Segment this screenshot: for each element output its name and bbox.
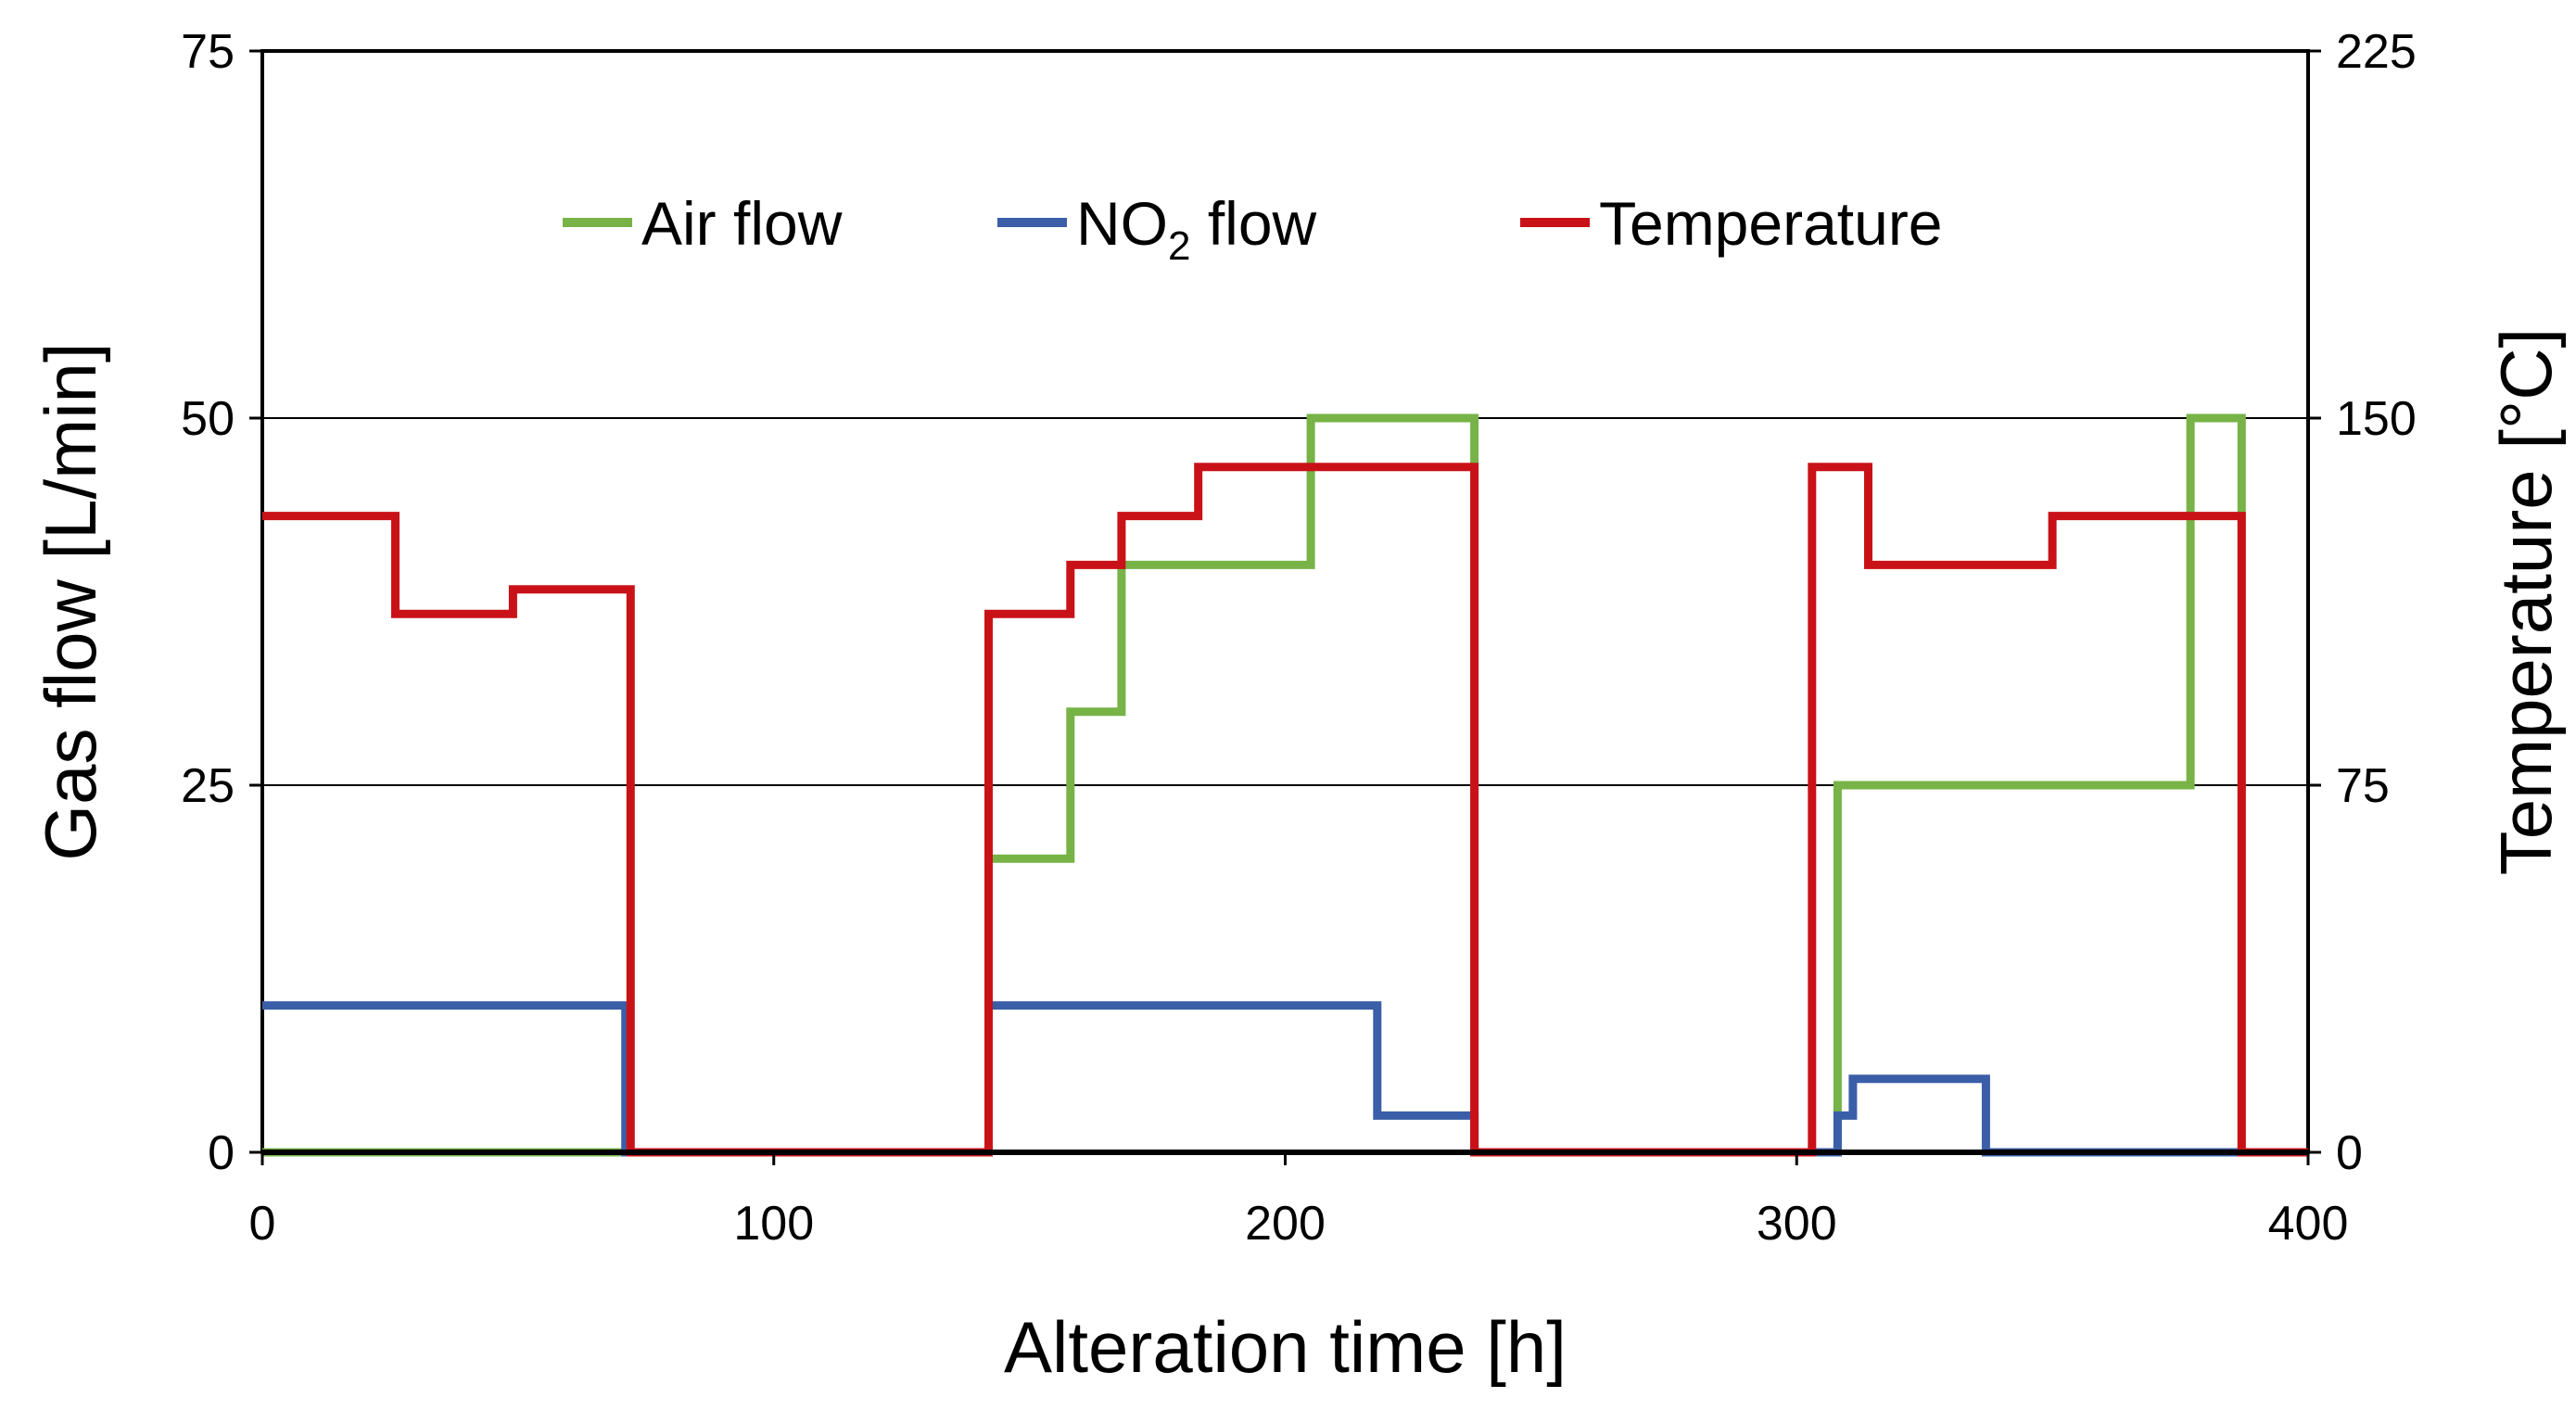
right-tick-label-150: 150 xyxy=(2336,392,2417,446)
left-axis-ticks: 0 25 50 75 xyxy=(181,25,262,1180)
x-tick-label-300: 300 xyxy=(1757,1197,1837,1251)
legend-no2-rest: flow xyxy=(1190,189,1316,258)
x-axis-ticks: 0 100 200 300 400 xyxy=(249,1152,2349,1251)
left-y-axis-title: Gas flow [L/min] xyxy=(30,342,111,860)
legend-label-no2-flow: NO2 flow xyxy=(1076,189,1317,269)
legend-label-temperature: Temperature xyxy=(1599,189,1943,258)
x-tick-label-0: 0 xyxy=(249,1197,276,1251)
legend-label-air-flow: Air flow xyxy=(641,189,843,258)
legend: Air flow NO2 flow Temperature xyxy=(563,189,1943,269)
left-tick-label-75: 75 xyxy=(181,25,235,79)
x-tick-label-100: 100 xyxy=(733,1197,814,1251)
x-tick-label-400: 400 xyxy=(2268,1197,2349,1251)
series-line-air-flow xyxy=(262,413,2308,1157)
left-tick-label-25: 25 xyxy=(181,759,235,813)
series-line-temperature xyxy=(262,463,2308,1157)
legend-no2-main: NO xyxy=(1076,189,1168,258)
series-line-no2-flow xyxy=(262,1001,2308,1157)
x-axis-title: Alteration time [h] xyxy=(1004,1306,1567,1388)
x-tick-label-200: 200 xyxy=(1245,1197,1326,1251)
left-tick-label-50: 50 xyxy=(181,392,235,446)
right-y-axis-title: Temperature [°C] xyxy=(2485,328,2567,875)
grid-lines xyxy=(262,417,2308,786)
right-tick-label-75: 75 xyxy=(2336,759,2390,813)
right-tick-label-0: 0 xyxy=(2336,1126,2363,1180)
right-axis-ticks: 0 75 150 225 xyxy=(2308,25,2417,1180)
right-tick-label-225: 225 xyxy=(2336,25,2417,79)
legend-no2-subscript: 2 xyxy=(1168,223,1190,269)
left-tick-label-0: 0 xyxy=(208,1126,235,1180)
